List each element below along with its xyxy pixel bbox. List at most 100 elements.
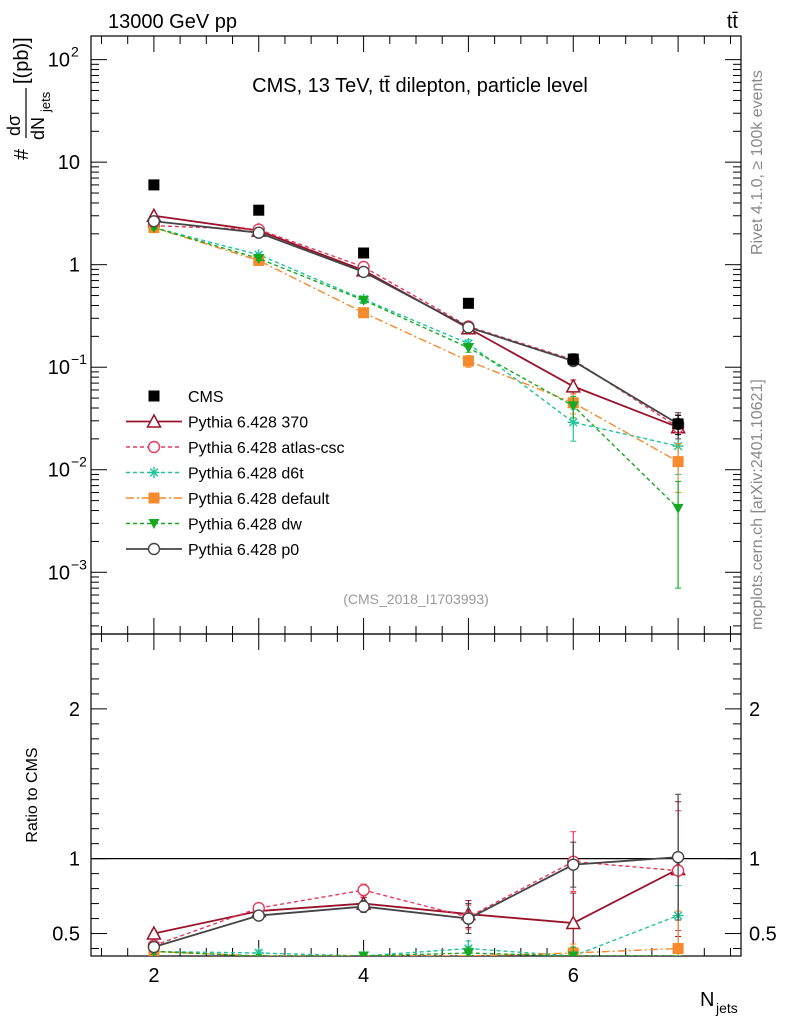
data-point-p0 xyxy=(357,265,370,279)
legend-marker-d6t-stroke xyxy=(149,468,159,477)
legend-marker-default xyxy=(148,492,160,504)
series-line-default xyxy=(153,226,679,463)
legend-item-d6t: Pythia 6.428 d6t xyxy=(126,466,304,483)
series-atlas xyxy=(147,810,685,952)
series-p370 xyxy=(146,801,686,954)
side-label-mcplots: mcplots.cern.ch [arXiv:2401.10621] xyxy=(749,379,766,630)
y-label-num: dσ xyxy=(4,115,24,136)
series-line-atlas xyxy=(153,225,679,428)
y-tick-label: 10 xyxy=(48,357,70,379)
main-title: CMS, 13 TeV, tt̄ dilepton, particle leve… xyxy=(252,75,588,97)
legend-marker-dw xyxy=(148,519,160,529)
series-line-d6t xyxy=(153,226,679,447)
ratio-y-tick-label-right: 2 xyxy=(749,699,760,721)
data-point-cms xyxy=(253,204,265,216)
data-point-p0 xyxy=(147,940,161,954)
legend-item-cms: CMS xyxy=(148,389,224,406)
series-dw xyxy=(148,946,682,956)
legend-label-atlas: Pythia 6.428 atlas-csc xyxy=(188,440,345,457)
series-cms xyxy=(148,179,684,436)
ratio-y-tick-label-left: 1 xyxy=(69,849,80,871)
legend-marker-cms xyxy=(148,390,160,402)
series-p0 xyxy=(147,793,685,954)
data-point-default xyxy=(358,307,370,319)
legend-label-default: Pythia 6.428 default xyxy=(188,491,330,508)
data-point-p370 xyxy=(565,378,582,393)
data-point-p0 xyxy=(357,900,370,913)
data-point-cms xyxy=(148,179,160,191)
data-point-cms xyxy=(358,247,370,259)
legend-label-p0: Pythia 6.428 p0 xyxy=(188,542,299,559)
data-point-d6t xyxy=(253,947,265,956)
data-point-p0 xyxy=(462,912,475,925)
data-point-dw xyxy=(462,343,474,354)
legend-item-dw: Pythia 6.428 dw xyxy=(126,517,302,534)
data-point-dw xyxy=(253,253,265,264)
y-tick-label: 10 xyxy=(48,562,70,584)
x-tick-label: 6 xyxy=(568,965,579,987)
data-point-dw xyxy=(462,948,474,956)
series-p370 xyxy=(146,207,686,445)
y-tick-exponent: −2 xyxy=(71,454,87,470)
data-point-p0 xyxy=(252,909,265,922)
main-series-layer xyxy=(146,179,686,589)
y-tick-label: 10 xyxy=(48,50,70,72)
y-tick-exponent: 2 xyxy=(71,44,79,60)
data-point-p0 xyxy=(671,850,685,864)
x-tick-label: 2 xyxy=(148,965,159,987)
y-tick-exponent: −3 xyxy=(71,556,87,572)
x-label-main: N xyxy=(700,989,714,1011)
y-tick-label: 10 xyxy=(58,152,80,174)
series-line-p0 xyxy=(153,856,679,948)
ratio-axis-ticks: 2 2 1 1 0.5 0.5 2 4 6 xyxy=(52,634,777,987)
ratio-panel-frame xyxy=(90,633,742,957)
legend-marker-p0 xyxy=(147,542,161,556)
legend-item-p0: Pythia 6.428 p0 xyxy=(126,542,299,559)
series-line-atlas xyxy=(153,860,679,947)
data-point-default xyxy=(672,456,684,468)
data-point-cms xyxy=(462,297,474,309)
legend-item-default: Pythia 6.428 default xyxy=(126,491,330,508)
data-point-default xyxy=(672,943,684,955)
y-tick-exponent: −1 xyxy=(71,351,87,367)
data-point-cms xyxy=(672,418,684,430)
data-point-p0 xyxy=(567,858,580,871)
data-point-cms xyxy=(567,353,579,365)
legend-label-p370: Pythia 6.428 370 xyxy=(188,415,308,432)
x-label-sub: jets xyxy=(715,1000,738,1016)
legend-marker-p370 xyxy=(146,413,162,428)
series-line-d6t xyxy=(153,914,679,956)
y-label-den-sub: jets xyxy=(38,91,53,113)
x-tick-label: 4 xyxy=(358,965,369,987)
data-point-d6t-stroke xyxy=(568,417,578,427)
ratio-y-tick-label-right: 0.5 xyxy=(749,924,777,946)
header-left: 13000 GeV pp xyxy=(108,11,237,33)
series-line-dw xyxy=(153,226,679,509)
legend-item-atlas: Pythia 6.428 atlas-csc xyxy=(126,440,345,457)
y-tick-label: 1 xyxy=(69,255,80,277)
series-p0 xyxy=(147,215,685,440)
data-point-p0 xyxy=(147,215,161,228)
y-label-den: dN xyxy=(28,117,48,140)
ratio-y-label: Ratio to CMS xyxy=(24,747,41,842)
series-d6t xyxy=(148,222,684,475)
data-point-dw xyxy=(358,295,370,306)
data-point-p370 xyxy=(146,925,162,940)
legend-marker-d6t xyxy=(148,467,160,478)
legend-label-cms: CMS xyxy=(188,389,224,406)
series-atlas xyxy=(147,219,685,445)
y-label-hash: # xyxy=(11,148,33,160)
analysis-watermark: (CMS_2018_I1703993) xyxy=(343,591,489,607)
legend: CMS Pythia 6.428 370 Pythia 6.428 atlas-cs… xyxy=(126,389,345,559)
header-right: tt̄ xyxy=(727,11,739,33)
x-axis-label: N jets xyxy=(700,989,738,1016)
data-point-d6t xyxy=(567,416,579,428)
ratio-y-tick-label-left: 2 xyxy=(69,699,80,721)
ratio-series-layer xyxy=(146,793,686,956)
y-label-unit: [(pb)] xyxy=(11,37,33,84)
main-y-label: # dσ dN jets [(pb)] xyxy=(4,37,53,160)
data-point-atlas xyxy=(357,883,370,897)
series-line-p370 xyxy=(153,214,679,429)
